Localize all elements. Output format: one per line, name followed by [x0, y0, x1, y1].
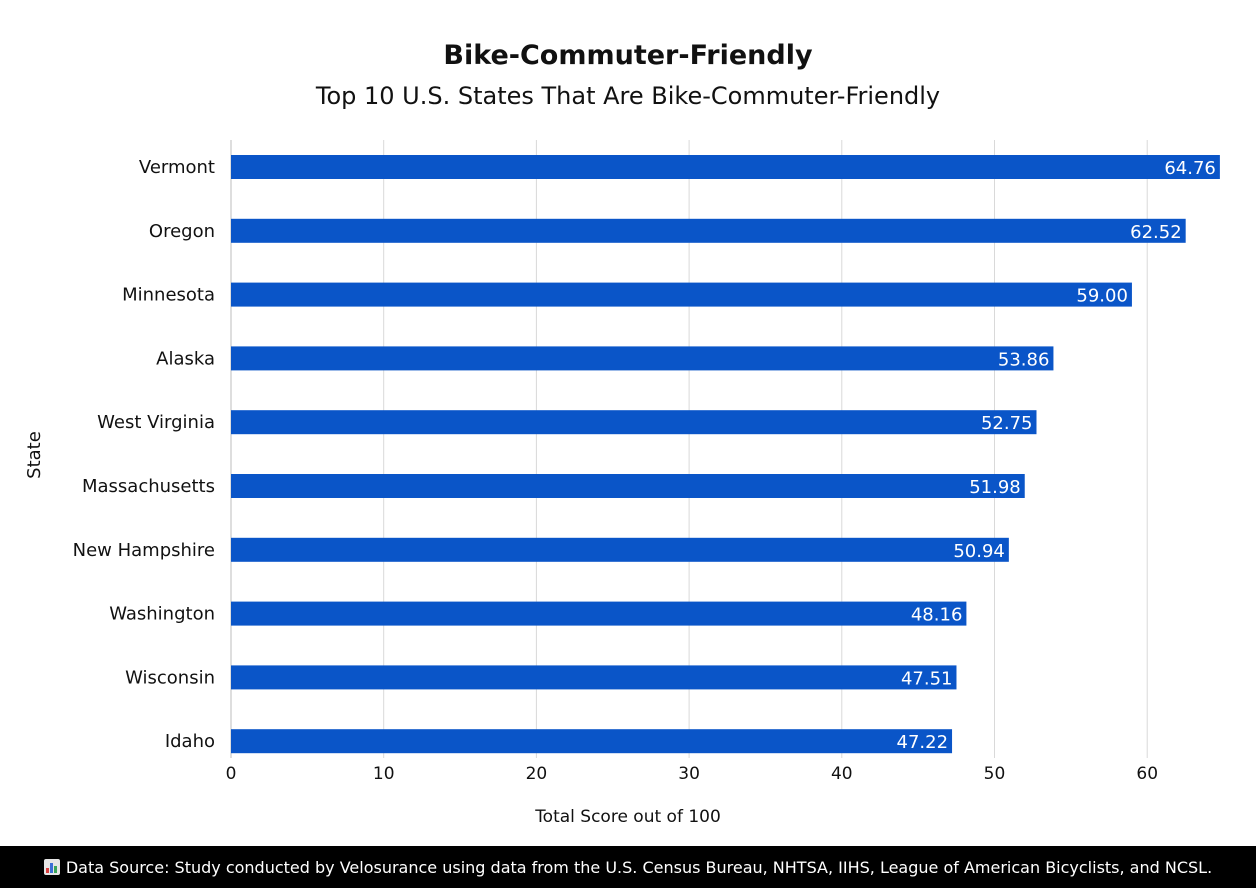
y-category-label: New Hampshire: [73, 540, 215, 561]
y-category-label: Oregon: [149, 221, 215, 242]
y-category-label: Wisconsin: [125, 667, 215, 688]
y-axis-title: State: [24, 431, 45, 479]
bar-value-label: 51.98: [969, 477, 1021, 498]
x-tick-label: 30: [678, 764, 700, 784]
bar: [231, 665, 957, 690]
bar-value-label: 47.51: [901, 668, 953, 689]
y-category-label: Alaska: [156, 348, 215, 369]
y-category-label: Idaho: [165, 731, 215, 752]
bar-value-label: 59.00: [1076, 286, 1128, 307]
bar-value-label: 53.86: [998, 349, 1050, 370]
x-axis-title: Total Score out of 100: [534, 807, 721, 827]
bar-value-label: 47.22: [897, 732, 949, 753]
bar: [231, 218, 1186, 243]
x-tick-label: 40: [831, 764, 853, 784]
bar-value-label: 62.52: [1130, 222, 1182, 243]
bar: [231, 410, 1037, 435]
y-category-label: Vermont: [139, 157, 215, 178]
x-tick-label: 20: [526, 764, 548, 784]
y-category-label: Massachusetts: [82, 476, 215, 497]
y-category-label: Washington: [109, 604, 215, 625]
x-tick-label: 50: [984, 764, 1006, 784]
bar: [231, 601, 967, 626]
bar: [231, 537, 1009, 562]
bar: [231, 282, 1132, 307]
x-tick-label: 10: [373, 764, 395, 784]
bar-value-label: 52.75: [981, 413, 1033, 434]
bar-chart-icon: [43, 859, 60, 875]
bar: [231, 346, 1054, 371]
bar-value-label: 64.76: [1164, 158, 1216, 179]
y-category-label: Minnesota: [122, 285, 215, 306]
x-tick-label: 60: [1136, 764, 1158, 784]
x-tick-label: 0: [226, 764, 237, 784]
bar-chart: 64.76 62.52 59.00 53.86 52.75 51.98 50.94 48.16…: [24, 140, 1220, 827]
chart-subtitle: Top 10 U.S. States That Are Bike-Commute…: [315, 82, 941, 110]
bar-value-label: 48.16: [911, 605, 963, 626]
bar: [231, 729, 953, 754]
bar-value-label: 50.94: [953, 541, 1005, 562]
bar: [231, 155, 1220, 179]
data-source-text: Data Source: Study conducted by Velosura…: [65, 857, 1213, 877]
y-category-label: West Virginia: [97, 412, 215, 433]
chart-title: Bike-Commuter-Friendly: [443, 40, 813, 71]
data-source-footer: Data Source: Study conducted by Velosura…: [0, 846, 1256, 888]
bar: [231, 474, 1025, 498]
